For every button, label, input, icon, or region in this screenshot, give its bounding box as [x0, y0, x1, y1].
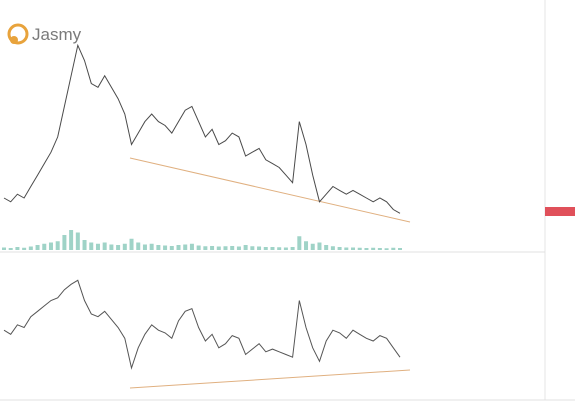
volume-bar	[236, 246, 241, 250]
volume-bar	[330, 246, 335, 250]
volume-bar	[304, 241, 309, 250]
volume-bar	[223, 246, 228, 250]
volume-bar	[129, 238, 134, 250]
volume-bar	[2, 247, 6, 250]
volume-bar	[398, 248, 402, 250]
volume-bar	[183, 244, 188, 250]
volume-bar	[82, 240, 87, 250]
price-tag	[545, 207, 575, 216]
volume-bar	[243, 245, 248, 250]
volume-bar	[230, 246, 235, 250]
volume-bar	[357, 247, 362, 250]
volume-bar	[42, 243, 47, 250]
volume-bar	[62, 235, 67, 250]
price-line	[3, 43, 401, 214]
volume-bar	[297, 236, 302, 250]
volume-bar	[364, 248, 369, 250]
volume-bar	[317, 242, 322, 250]
volume-bar	[122, 243, 127, 250]
volume-bar	[283, 247, 288, 250]
volume-bar	[116, 245, 121, 250]
volume-bar	[109, 244, 114, 250]
volume-bar	[377, 248, 382, 250]
volume-bar	[337, 247, 342, 250]
volume-bar	[89, 242, 94, 250]
volume-bar	[22, 247, 27, 250]
volume-bar	[384, 248, 389, 250]
volume-bar	[69, 230, 74, 250]
volume-bar	[189, 243, 194, 250]
volume-bar	[391, 247, 396, 250]
volume-bar	[48, 242, 53, 250]
volume-bar	[196, 245, 201, 250]
volume-bar	[257, 246, 262, 250]
logo-dot	[10, 36, 18, 44]
volume-bar	[75, 232, 80, 250]
volume-bar	[15, 247, 20, 250]
volume-bar	[203, 246, 208, 250]
volume-bar	[149, 243, 154, 250]
logo-mark	[7, 23, 29, 45]
trend-line	[129, 157, 411, 223]
volume-bar	[310, 243, 315, 250]
volume-bar	[95, 243, 100, 250]
volume-bar	[344, 247, 349, 250]
volume-bar	[28, 246, 33, 250]
volume-bar	[270, 247, 275, 250]
volume-bar	[8, 248, 13, 250]
volume-bar	[55, 241, 60, 250]
volume-bar	[169, 246, 174, 250]
volume-bar	[163, 245, 168, 250]
plot	[2, 43, 402, 370]
logo: Jasmy	[7, 23, 82, 45]
volume-bar	[216, 246, 221, 250]
rsi-line	[3, 279, 401, 370]
trend-line	[129, 369, 411, 389]
volume-bar	[351, 247, 356, 250]
volume-bar	[324, 245, 329, 250]
volume-bar	[176, 245, 181, 250]
volume-bar	[250, 246, 255, 250]
volume-bar	[290, 247, 295, 250]
volume-bar	[142, 244, 147, 250]
volume-bar	[371, 247, 376, 250]
volume-bar	[210, 246, 215, 250]
volume-bar	[136, 242, 141, 250]
volume-bar	[263, 247, 268, 250]
volume-bar	[156, 245, 161, 250]
logo-text: Jasmy	[32, 25, 82, 44]
volume-bar	[35, 245, 40, 250]
volume-bar	[277, 247, 282, 250]
volume-bar	[102, 242, 107, 250]
